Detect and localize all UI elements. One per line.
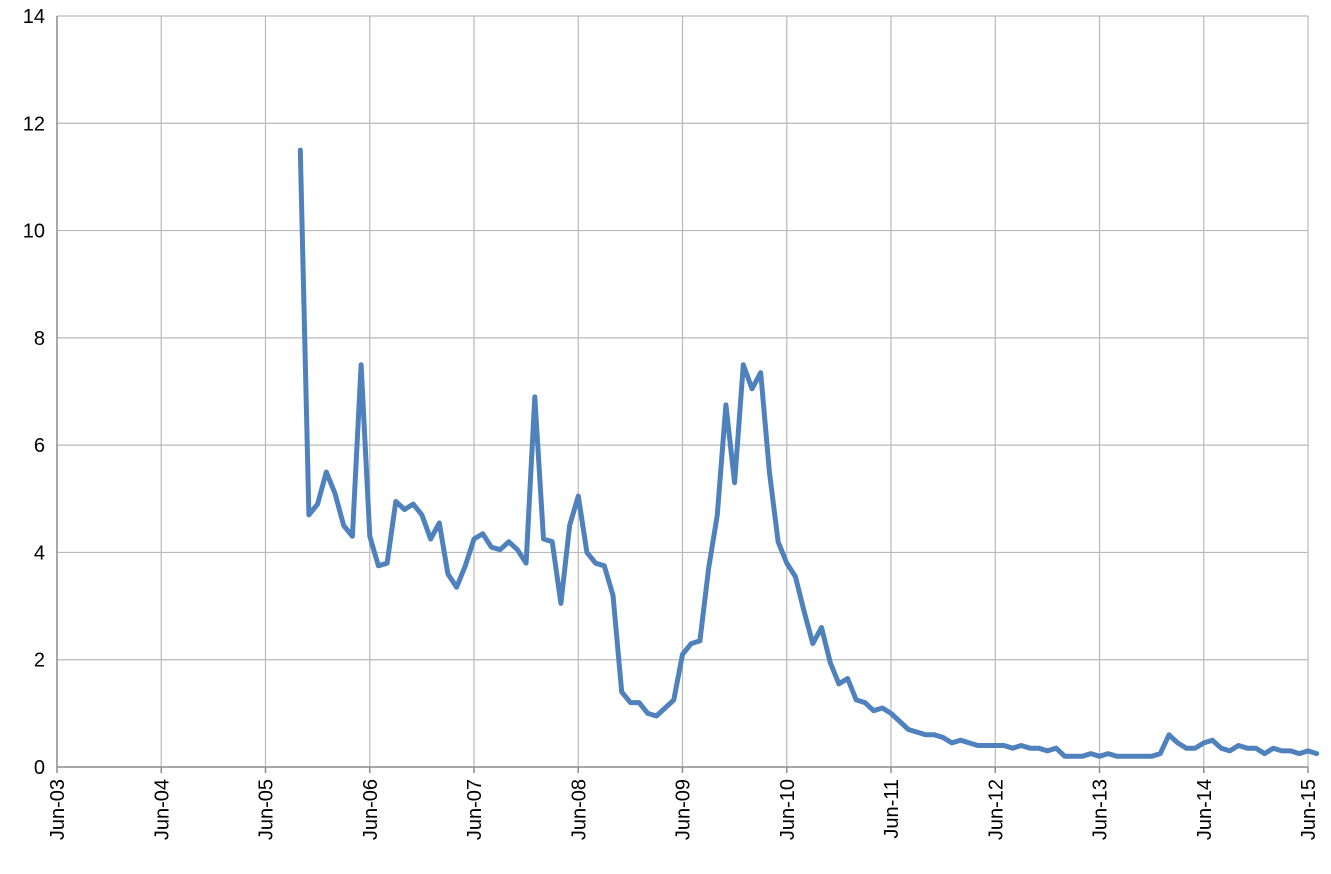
y-tick-label: 10 [23,221,45,243]
x-tick-label: Jun-03 [47,779,69,840]
series-line [297,147,1320,759]
x-tick-label: Jun-11 [881,779,903,839]
y-tick-label: 14 [23,6,45,28]
y-tick-label: 2 [34,650,45,672]
y-tick-label: 8 [34,328,45,350]
x-tick-label: Jun-14 [1194,779,1216,840]
x-tick-label: Jun-05 [256,779,278,840]
x-tick-label: Jun-12 [985,779,1007,840]
x-tick-label: Jun-13 [1090,779,1112,840]
x-tick-label: Jun-07 [464,779,486,840]
y-tick-labels: 0 2 4 6 8 10 12 14 [23,6,45,779]
x-tick-labels: Jun-03 Jun-04 Jun-05 Jun-06 Jun-07 Jun-08 Jun-… [47,779,1320,840]
axes [56,16,1309,773]
x-tick-label: Jun-15 [1298,779,1320,840]
y-tick-label: 0 [34,757,45,779]
y-tick-label: 6 [34,435,45,457]
series-group [297,147,1320,759]
x-tick-label: Jun-10 [777,779,799,840]
y-tick-label: 12 [23,113,45,135]
x-tick-label: Jun-08 [568,779,590,840]
x-tick-label: Jun-09 [673,779,695,840]
vertical-gridlines [160,16,1309,767]
x-tick-label: Jun-04 [151,779,173,840]
y-tick-label: 4 [34,542,45,564]
x-tick-label: Jun-06 [360,779,382,840]
